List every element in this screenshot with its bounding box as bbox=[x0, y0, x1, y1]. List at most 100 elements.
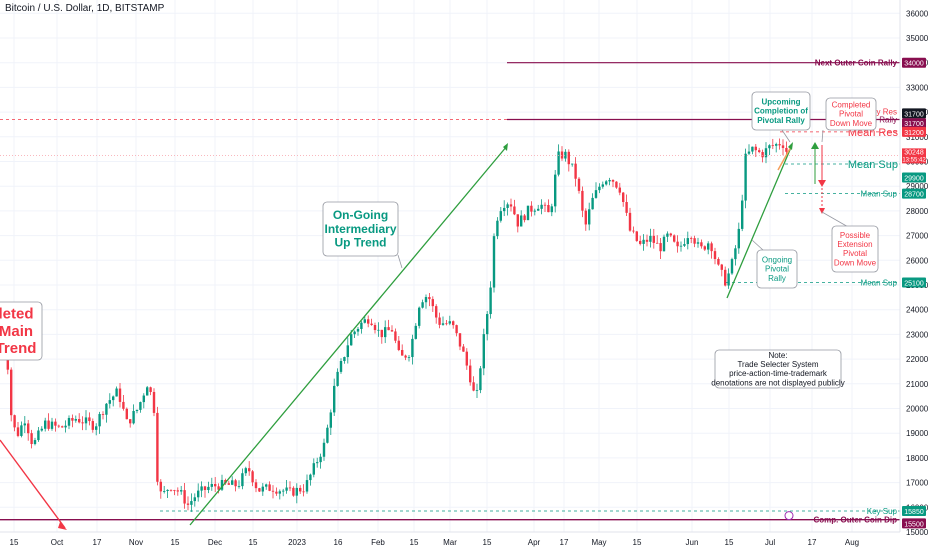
time-tick-label: May bbox=[591, 538, 606, 547]
callout-ongoing-trend-line: Up Trend bbox=[334, 236, 386, 250]
candle-body bbox=[132, 410, 135, 424]
candle-body bbox=[384, 327, 387, 338]
time-tick-label: 15 bbox=[10, 538, 19, 547]
price-tick-label: 18000 bbox=[906, 454, 929, 463]
price-tick-label: 31000 bbox=[906, 133, 929, 142]
callout-possible-ext-line: Extension bbox=[837, 240, 872, 249]
candle-body bbox=[336, 371, 339, 386]
time-tick-label: Mar bbox=[443, 538, 457, 547]
candle-body bbox=[258, 488, 261, 492]
time-tick-label: 15 bbox=[483, 538, 492, 547]
candle-body bbox=[353, 331, 356, 335]
price-axis[interactable]: 1500016000170001800019000200002100022000… bbox=[899, 0, 932, 550]
candle-body bbox=[30, 433, 33, 445]
candle-body bbox=[387, 327, 390, 331]
time-axis[interactable]: 15 Oct 17 Nov 15 Dec 15 2023 16 Feb 15 Mar 15 Apr 17 Ma… bbox=[0, 531, 900, 547]
candle-body bbox=[20, 425, 23, 436]
callout-completed-main-line: Trend bbox=[0, 340, 36, 357]
candle-body bbox=[537, 208, 540, 211]
candle-body bbox=[475, 390, 479, 391]
candle-body bbox=[414, 325, 417, 339]
candle-body bbox=[173, 490, 176, 491]
tag-last-price-bg bbox=[902, 148, 926, 164]
candle-body bbox=[737, 228, 740, 249]
candle-body bbox=[448, 321, 451, 324]
candle-body bbox=[122, 401, 125, 409]
candle-body bbox=[520, 215, 523, 227]
candle-body bbox=[781, 145, 785, 148]
time-tick-label: 15 bbox=[725, 538, 734, 547]
candle-body bbox=[554, 174, 557, 207]
candle-body bbox=[152, 391, 156, 413]
tag-key-res-bg bbox=[902, 108, 926, 119]
time-tick-label: 17 bbox=[560, 538, 569, 547]
candle-body bbox=[615, 181, 618, 188]
price-tick-label: 24000 bbox=[906, 306, 929, 315]
tag-mean-res-bg bbox=[902, 126, 926, 137]
callout-completed-main-line: Main bbox=[0, 323, 33, 340]
candle-body bbox=[61, 426, 64, 428]
rally-projection bbox=[777, 144, 793, 171]
chart-title: Bitcoin / U.S. Dollar, 1D, BITSTAMP bbox=[5, 3, 165, 14]
tag-outer-coin-rally: 31700 bbox=[904, 121, 924, 128]
candle-body bbox=[564, 151, 567, 159]
candle-body bbox=[105, 403, 108, 415]
callout-possible-ext-line: Down Move bbox=[834, 258, 877, 267]
price-tick-label: 33000 bbox=[906, 83, 929, 92]
callout-completed-down-line: Completed bbox=[832, 100, 871, 109]
candle-body bbox=[482, 334, 485, 369]
candle-body bbox=[370, 323, 373, 326]
leader-possible-ext bbox=[821, 211, 851, 229]
candle-body bbox=[139, 402, 142, 410]
candle-body bbox=[350, 334, 353, 346]
candle-body bbox=[44, 420, 47, 429]
candle-body bbox=[771, 145, 774, 147]
candle-body bbox=[241, 473, 244, 487]
candle-body bbox=[37, 430, 40, 441]
candle-body bbox=[88, 417, 91, 422]
candle-body bbox=[611, 180, 615, 182]
callout-possible-ext-line: Possible bbox=[840, 231, 871, 240]
candle-body bbox=[81, 422, 84, 424]
candle-body bbox=[452, 321, 455, 326]
time-tick-label: Nov bbox=[129, 538, 143, 547]
candle-body bbox=[227, 483, 230, 485]
candle-body bbox=[305, 480, 309, 492]
candle-body bbox=[669, 233, 672, 236]
candle-body bbox=[118, 388, 122, 402]
candle-body bbox=[193, 497, 196, 502]
candle-body bbox=[659, 243, 662, 252]
leader-upcoming-rally bbox=[781, 129, 791, 143]
callout-ongoing-trend-box bbox=[322, 201, 399, 257]
candle-body bbox=[149, 387, 152, 392]
candle-body bbox=[115, 388, 118, 397]
level-label-mean-sup-1: Mean Sup bbox=[848, 159, 898, 171]
candle-body bbox=[50, 421, 54, 429]
candle-body bbox=[741, 200, 744, 229]
candle-body bbox=[710, 243, 713, 252]
callout-possible-ext-box bbox=[831, 225, 879, 273]
extension-arrow-head bbox=[819, 208, 825, 214]
candle-body bbox=[360, 322, 363, 329]
callout-possible-ext-line: Pivotal bbox=[843, 249, 867, 258]
time-tick-label: Dec bbox=[208, 538, 222, 547]
candle-body bbox=[458, 333, 462, 347]
candle-body bbox=[462, 346, 465, 352]
candle-body bbox=[67, 417, 71, 426]
candle-body bbox=[441, 323, 445, 325]
candle-body bbox=[713, 251, 717, 260]
candle-body bbox=[530, 205, 533, 212]
candle-body bbox=[758, 150, 761, 152]
candle-body bbox=[761, 151, 764, 158]
candle-body bbox=[513, 206, 516, 215]
leader-ongoing-trend bbox=[397, 254, 403, 269]
callout-note-line: Trade Selecter System bbox=[737, 360, 818, 369]
level-label-comp-outer-coin-dip: Comp. Outer Coin Dip bbox=[813, 516, 897, 525]
candle-body bbox=[33, 440, 37, 445]
candle-body bbox=[169, 489, 173, 491]
candle-body bbox=[224, 479, 227, 484]
candle-body bbox=[785, 147, 788, 152]
candle-body bbox=[265, 484, 268, 487]
tag-countdown: 13:55:42 bbox=[902, 157, 926, 163]
